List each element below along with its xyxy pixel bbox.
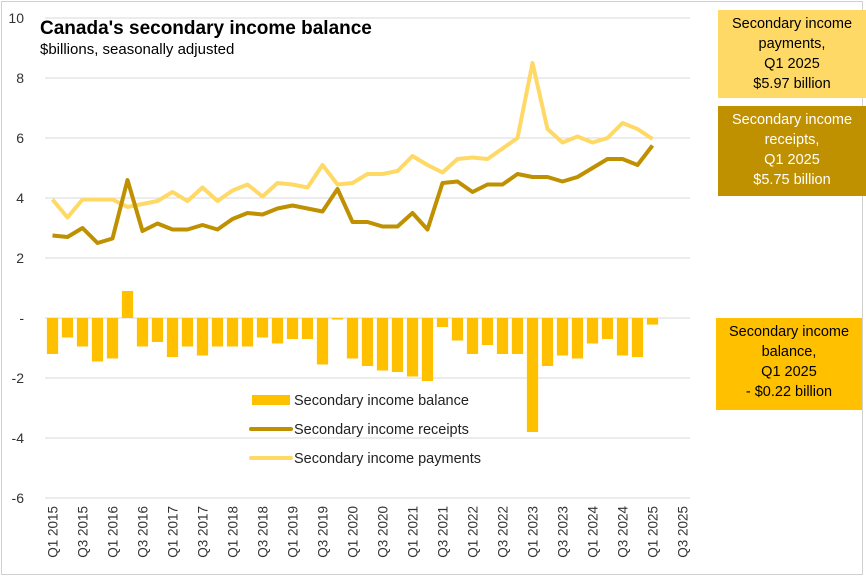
x-tick-label: Q1 2024 [586,506,601,558]
legend-swatch-balance [252,395,290,405]
balance-bar [166,318,179,357]
balance-bar [301,318,314,339]
x-tick-label: Q1 2016 [106,506,121,558]
balance-bar [91,318,104,362]
payments-callout: Secondary income payments, Q1 2025 $5.97… [718,10,866,98]
callout-line: Q1 2025 [761,364,817,380]
callout-line: payments, [758,36,826,52]
y-tick-label: 8 [16,70,24,86]
x-tick-label: Q3 2015 [76,506,91,558]
payments-line [50,61,654,220]
balance-bar [256,318,269,338]
x-tick-label: Q1 2017 [166,506,181,558]
balance-bar [616,318,629,356]
x-tick-label: Q3 2023 [556,506,571,558]
balance-bar [631,318,644,357]
callout-line: $5.97 billion [753,76,831,92]
x-tick-label: Q3 2024 [616,506,631,558]
chart-subtitle: $billions, seasonally adjusted [40,41,235,58]
receipts-line [52,144,655,245]
callout-line: Secondary income [728,324,850,340]
x-tick-label: Q3 2016 [136,506,151,558]
legend-label: Secondary income balance [294,393,469,409]
balance-bar [481,318,494,345]
x-tick-label: Q1 2019 [286,506,301,558]
balance-bar [211,318,224,347]
y-tick-label: -6 [12,490,25,506]
legend-label: Secondary income receipts [294,422,469,438]
balance-bar [466,318,479,354]
balance-bar [436,318,449,327]
balance-bar [181,318,194,347]
y-tick-label: 4 [16,190,24,206]
balance-bar [76,318,89,347]
x-tick-label: Q3 2025 [676,506,691,558]
balance-bar [241,318,254,347]
callout-line: Secondary income [731,112,853,128]
x-tick-label: Q1 2020 [346,506,361,558]
balance-bar [586,318,599,344]
balance-bar [106,318,119,359]
balance-bar [496,318,509,354]
balance-bar [346,318,359,359]
balance-bar [646,318,659,325]
y-tick-label: 2 [16,250,24,266]
x-tick-label: Q3 2020 [376,506,391,558]
balance-bar [541,318,554,366]
balance-bar [526,318,539,432]
balance-bar [361,318,374,366]
x-tick-label: Q1 2015 [46,506,61,558]
callout-line: - $0.22 billion [745,384,833,400]
callout-line: receipts, [764,132,820,148]
balance-bar [406,318,419,377]
y-tick-label: 6 [16,130,24,146]
balance-bar [331,318,344,320]
y-tick-label: -2 [12,370,25,386]
x-tick-label: Q1 2022 [466,506,481,558]
balance-bar [421,318,434,381]
receipts-callout: Secondary income receipts, Q1 2025 $5.75… [718,106,866,196]
balance-bar [511,318,524,354]
callout-line: Secondary income [731,16,853,32]
balance-bar [376,318,389,371]
balance-bar [61,318,74,338]
y-tick-label: - [19,310,24,326]
balance-bar [271,318,284,344]
balance-bar [601,318,614,339]
balance-bar [571,318,584,359]
x-tick-label: Q3 2021 [436,506,451,558]
legend-label: Secondary income payments [294,451,481,467]
callout-line: balance, [761,344,817,360]
x-tick-label: Q3 2022 [496,506,511,558]
balance-bar [451,318,464,341]
y-tick-label: -4 [12,430,25,446]
x-tick-label: Q3 2018 [256,506,271,558]
x-tick-label: Q1 2018 [226,506,241,558]
y-tick-label: 10 [8,10,24,26]
x-tick-label: Q3 2017 [196,506,211,558]
callout-line: $5.75 billion [753,172,831,188]
callout-line: Q1 2025 [764,56,820,72]
x-tick-label: Q1 2021 [406,506,421,558]
balance-bar [121,291,134,318]
balance-bar [286,318,299,339]
callout-line: Q1 2025 [764,152,820,168]
x-tick-label: Q3 2019 [316,506,331,558]
chart-title: Canada's secondary income balance [40,18,372,39]
balance-bar [391,318,404,372]
balance-bar [556,318,569,356]
x-tick-label: Q1 2025 [646,506,661,558]
balance-bar [151,318,164,342]
balance-callout: Secondary income balance, Q1 2025 - $0.2… [716,318,862,410]
balance-bar [316,318,329,365]
balance-bar [136,318,149,347]
balance-bar [196,318,209,356]
x-tick-label: Q1 2023 [526,506,541,558]
balance-bar [46,318,59,354]
balance-bar [226,318,239,347]
